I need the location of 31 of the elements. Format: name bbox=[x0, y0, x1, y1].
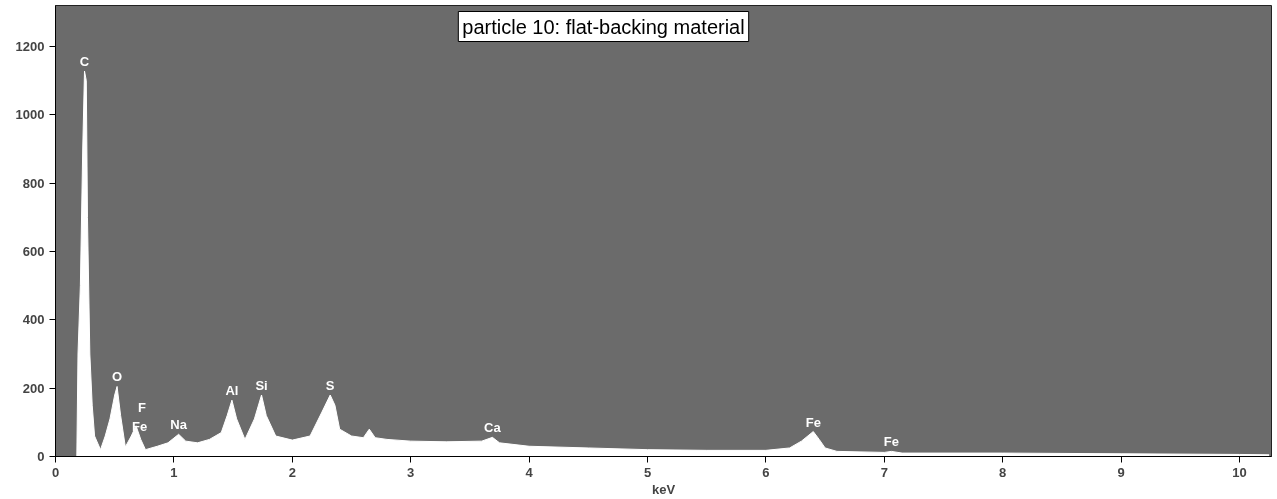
x-tick-label: 9 bbox=[1117, 464, 1125, 480]
y-tick-label: 0 bbox=[37, 449, 45, 464]
annotation: Fe bbox=[131, 419, 148, 434]
y-tick-label: 200 bbox=[22, 380, 45, 396]
x-axis-title: keV bbox=[651, 481, 676, 497]
annotation: Al bbox=[225, 383, 239, 399]
x-tick-label: 8 bbox=[999, 464, 1007, 480]
annotation: Si bbox=[255, 378, 268, 393]
text: particle 10: flat-backing material bbox=[462, 15, 745, 38]
x-tick-label: 6 bbox=[762, 464, 770, 480]
y-tick-label: 600 bbox=[22, 244, 45, 259]
x-tick-label: 3 bbox=[407, 464, 415, 480]
y-tick-label: 1200 bbox=[15, 39, 45, 54]
annotation: Fe bbox=[883, 434, 900, 450]
annotation: Ca bbox=[484, 420, 502, 436]
x-tick-label: 5 bbox=[643, 464, 652, 480]
annotation: F bbox=[138, 399, 147, 415]
x-tick-label: 7 bbox=[880, 464, 888, 480]
annotation: O bbox=[112, 369, 123, 385]
x-tick-label: 0 bbox=[51, 464, 60, 480]
annotation: Fe bbox=[805, 414, 821, 430]
annotation: Na bbox=[170, 417, 188, 433]
y-tick-label: 1000 bbox=[15, 107, 45, 123]
y-tick-label: 400 bbox=[22, 312, 45, 328]
x-tick-label: 10 bbox=[1232, 464, 1247, 480]
annotation: S bbox=[325, 378, 335, 393]
x-tick-label: 4 bbox=[525, 464, 534, 480]
y-tick-label: 800 bbox=[22, 175, 45, 191]
x-tick-label: 1 bbox=[170, 464, 178, 480]
x-tick-label: 2 bbox=[288, 464, 296, 480]
annotation: C bbox=[79, 54, 90, 70]
